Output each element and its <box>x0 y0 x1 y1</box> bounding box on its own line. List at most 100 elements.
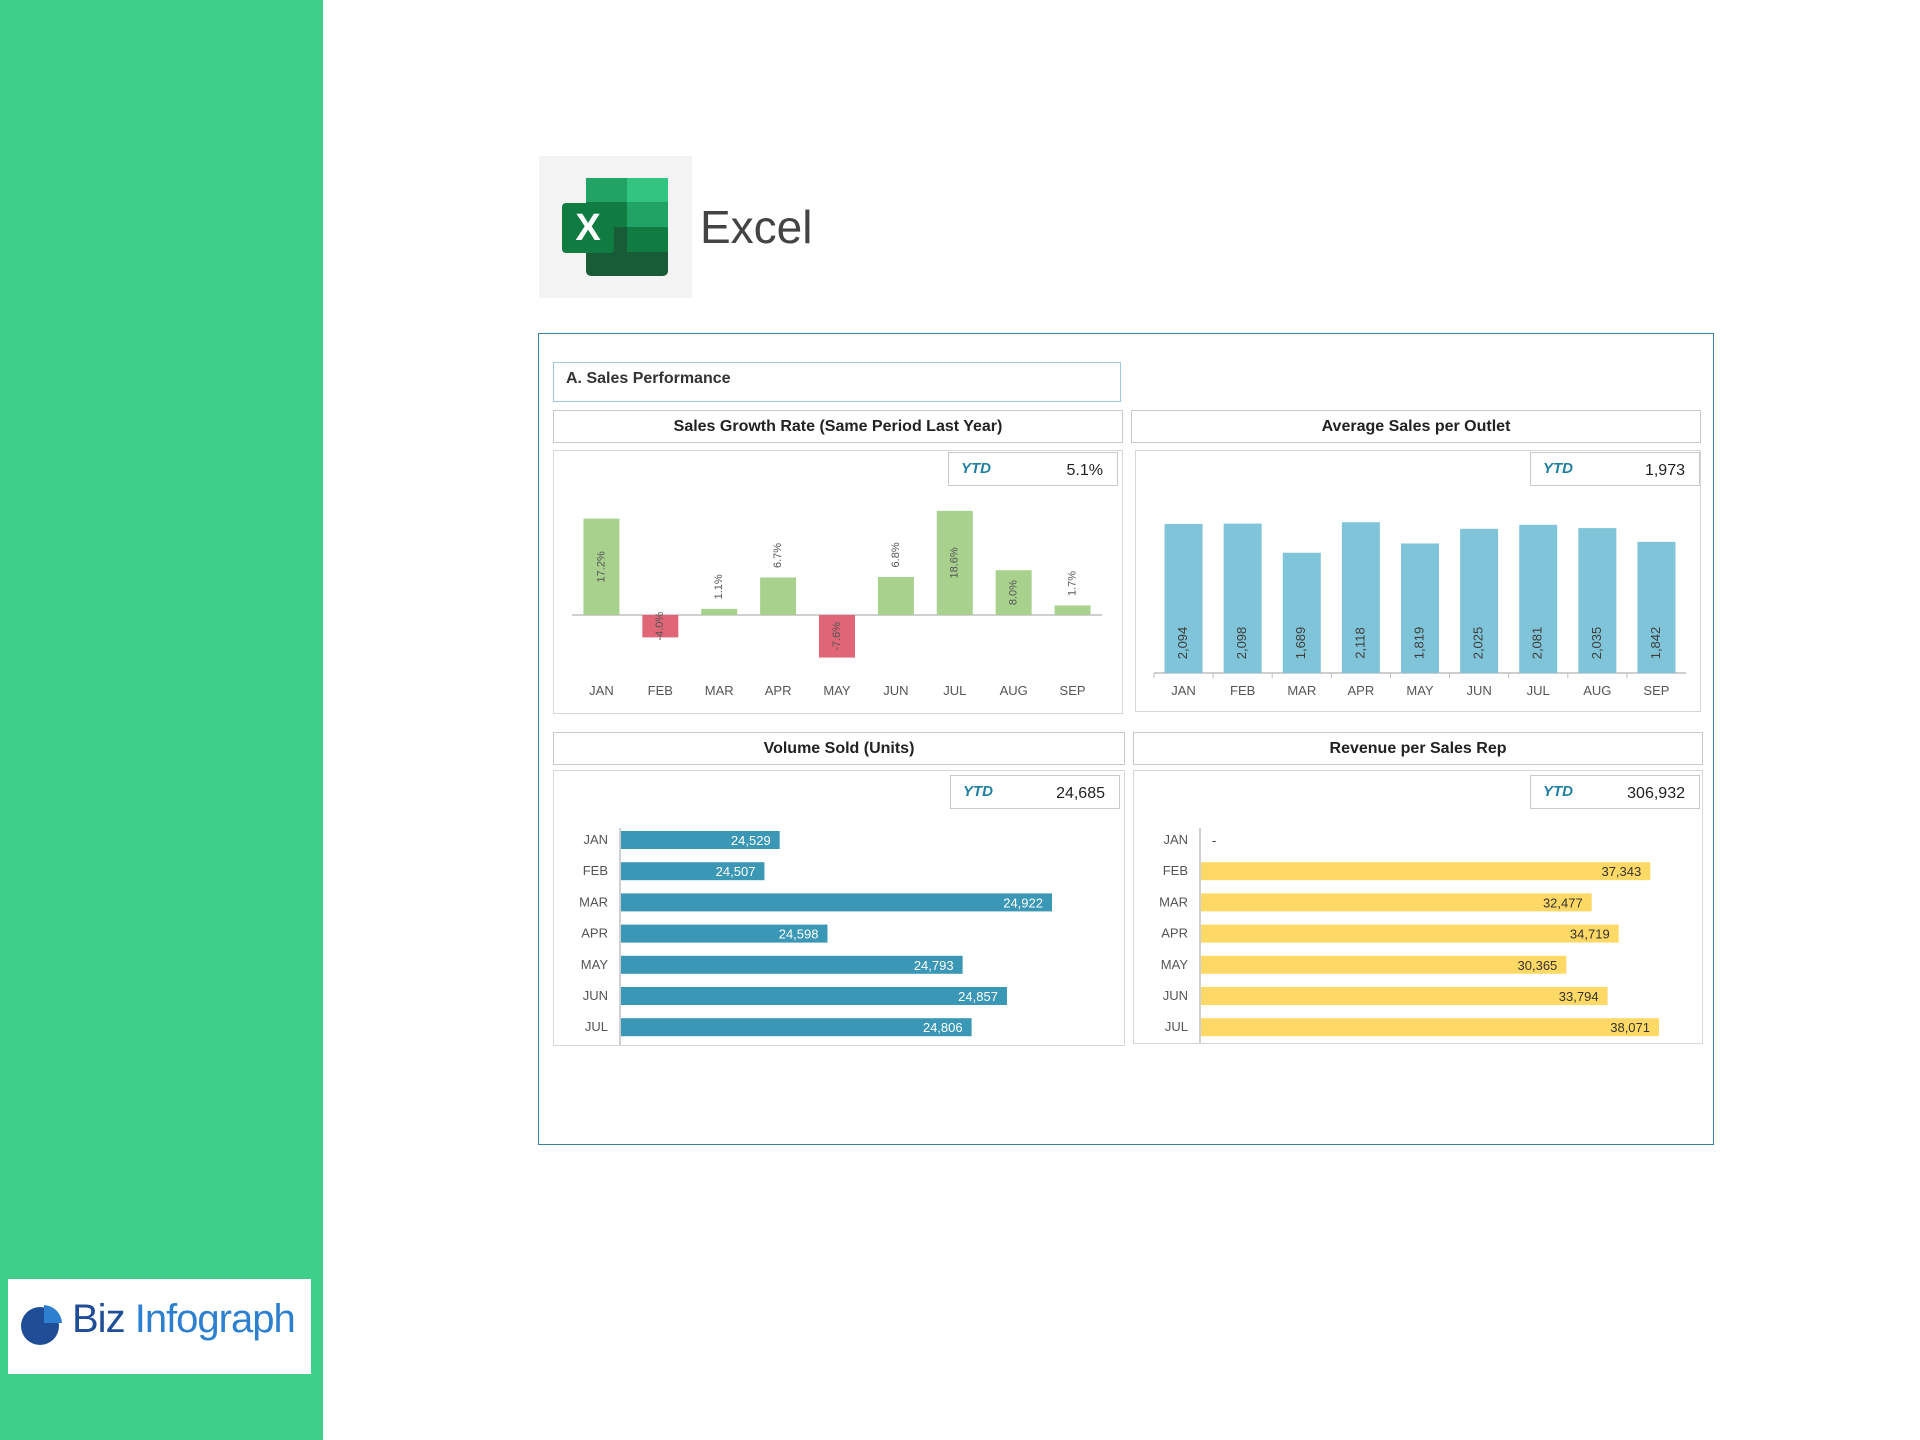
growth-chart-title: Sales Growth Rate (Same Period Last Year… <box>553 410 1123 443</box>
growth-chart-panel: 17.2% JAN -4.0% FEB 1.1% MAR 6.7% APR -7.6% MAY 6.… <box>553 450 1123 714</box>
brand-name: Biz Infograph <box>72 1297 296 1341</box>
data-label: - <box>1212 833 1216 848</box>
data-label: -7.6% <box>831 622 843 651</box>
data-label: 38,071 <box>1610 1020 1650 1035</box>
data-label: 2,098 <box>1234 627 1249 660</box>
app-name: Excel <box>700 201 813 253</box>
bar-jun <box>621 987 1007 1005</box>
sidebar <box>0 0 323 1440</box>
data-label: 1.1% <box>713 574 725 599</box>
data-label: 32,477 <box>1543 895 1583 910</box>
outlet-chart-panel: 2,094 JAN 2,098 FEB 1,689 MAR 2,118 APR 1,819 MAY… <box>1135 450 1701 712</box>
ytd-label: YTD <box>1543 783 1573 800</box>
bar-jan <box>1164 523 1203 673</box>
ytd-value: 24,685 <box>1056 785 1105 802</box>
tick-label: JAN <box>1163 832 1188 847</box>
data-label: 1,842 <box>1648 627 1663 660</box>
tick-label: JUL <box>1165 1019 1188 1034</box>
bar-jul <box>1201 1018 1659 1037</box>
bar-feb <box>1201 862 1651 881</box>
biz-infograph-logo: Biz Infograph <box>8 1279 311 1374</box>
bar-may <box>621 955 963 974</box>
bar-mar <box>1282 552 1321 673</box>
revenue-ytd-box: YTD 306,932 <box>1530 775 1700 809</box>
tick-label: MAY <box>1406 683 1434 698</box>
bar-jul <box>1519 524 1558 673</box>
data-label: 8.0% <box>1008 580 1020 605</box>
data-label: 6.8% <box>890 542 902 567</box>
data-label: 18.6% <box>949 547 961 578</box>
bar-may <box>819 615 855 658</box>
bar-apr <box>760 577 797 615</box>
ytd-label: YTD <box>961 460 991 477</box>
data-label: 30,365 <box>1518 958 1558 973</box>
ytd-label: YTD <box>1543 460 1573 477</box>
tick-label: FEB <box>648 683 673 698</box>
outlet-chart-title: Average Sales per Outlet <box>1131 410 1701 443</box>
volume-chart-panel: JAN 24,529 FEB 24,507 MAR 24,922 APR 24,598 MAY 2… <box>553 770 1125 1046</box>
section-title: A. Sales Performance <box>553 362 1121 402</box>
excel-logo-icon: X <box>562 178 668 276</box>
bar-mar <box>701 608 738 615</box>
growth-ytd-box: YTD 5.1% <box>948 452 1118 486</box>
data-label: 1.7% <box>1066 571 1078 596</box>
bar-jun <box>1460 528 1499 673</box>
bar-aug <box>995 570 1032 615</box>
data-label: 24,598 <box>779 927 819 942</box>
data-label: 24,922 <box>1003 895 1043 910</box>
outlet-chart: 2,094 JAN 2,098 FEB 1,689 MAR 2,118 APR 1,819 MAY… <box>1153 522 1686 698</box>
tick-label: APR <box>1161 926 1188 941</box>
tick-label: APR <box>1348 683 1375 698</box>
tick-label: MAR <box>705 683 734 698</box>
bar-jan <box>583 518 620 615</box>
bar-jan <box>621 831 780 849</box>
bar-mar <box>1201 893 1592 912</box>
volume-chart-title: Volume Sold (Units) <box>553 732 1125 765</box>
tick-label: MAR <box>1159 894 1188 909</box>
bar-mar <box>621 893 1052 912</box>
tick-label: JUN <box>883 683 908 698</box>
data-label: 33,794 <box>1559 989 1599 1004</box>
bar-jul <box>936 510 973 615</box>
tick-label: JAN <box>583 832 608 847</box>
revenue-chart: JAN - FEB 37,343 MAR 32,477 APR 34,719 MAY 30,365… <box>1159 828 1659 1043</box>
data-label: 2,094 <box>1175 627 1190 660</box>
outlet-ytd-box: YTD 1,973 <box>1530 452 1700 486</box>
bar-apr <box>1201 924 1619 943</box>
bar-feb <box>642 615 679 638</box>
ytd-value: 1,973 <box>1644 462 1685 479</box>
revenue-chart-panel: JAN - FEB 37,343 MAR 32,477 APR 34,719 MAY 30,365… <box>1133 770 1703 1044</box>
data-label: 1,819 <box>1411 627 1426 660</box>
bar-jul <box>621 1018 972 1037</box>
dashboard: A. Sales Performance Sales Growth Rate (… <box>538 333 1714 1145</box>
data-label: 24,793 <box>914 958 954 973</box>
ytd-value: 306,932 <box>1627 785 1685 802</box>
data-label: 24,806 <box>923 1020 963 1035</box>
bar-feb <box>1223 523 1262 673</box>
tick-label: JUN <box>1466 683 1491 698</box>
pie-logo-icon <box>21 1305 62 1345</box>
growth-chart: 17.2% JAN -4.0% FEB 1.1% MAR 6.7% APR -7.6% MAY 6.… <box>572 510 1102 698</box>
bar-feb <box>621 862 765 881</box>
volume-ytd-box: YTD 24,685 <box>950 775 1120 809</box>
excel-logo-tile: X <box>539 156 692 298</box>
ytd-value: 5.1% <box>1066 462 1103 479</box>
data-label: -4.0% <box>654 612 666 641</box>
ytd-label: YTD <box>963 783 993 800</box>
data-label: 1,689 <box>1293 627 1308 660</box>
bar-sep <box>1637 541 1676 673</box>
tick-label: SEP <box>1060 683 1086 698</box>
data-label: 2,118 <box>1352 627 1367 659</box>
data-label: 2,025 <box>1471 627 1486 660</box>
tick-label: JUN <box>583 988 608 1003</box>
tick-label: AUG <box>1000 683 1028 698</box>
bar-jun <box>1201 987 1608 1005</box>
tick-label: MAY <box>823 683 851 698</box>
tick-label: JAN <box>589 683 614 698</box>
tick-label: FEB <box>1230 683 1255 698</box>
tick-label: MAY <box>581 957 609 972</box>
data-label: 24,507 <box>716 864 756 879</box>
bar-sep <box>1054 605 1091 615</box>
tick-label: APR <box>581 926 608 941</box>
tick-label: JUL <box>1527 683 1550 698</box>
